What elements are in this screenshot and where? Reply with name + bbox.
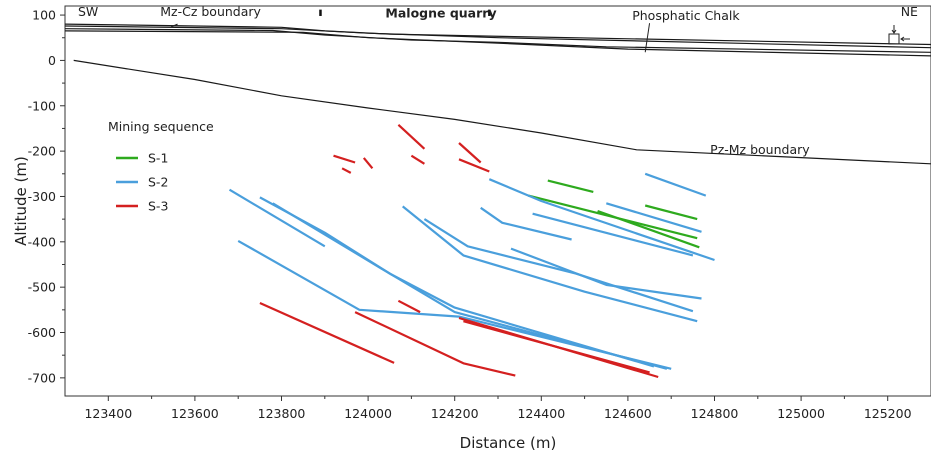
series-segment-s-2 xyxy=(237,239,672,370)
boundary-line xyxy=(64,25,931,49)
legend-label: S-1 xyxy=(148,151,168,166)
x-tick-label: 123600 xyxy=(171,406,219,421)
y-tick-label: -700 xyxy=(28,370,56,385)
series-segment-s-2 xyxy=(272,202,655,368)
y-tick-label: -400 xyxy=(28,234,56,249)
legend: Mining sequence S-1 S-2 S-3 xyxy=(108,119,214,214)
series-segment-s-3 xyxy=(333,154,356,164)
series-segment-s-3 xyxy=(458,142,482,164)
legend-label: S-3 xyxy=(148,199,168,214)
annotation-label: Phosphatic Chalk xyxy=(632,8,740,23)
axis-ticks: 123400 123600 123800 124000 124200 124400 1246… xyxy=(28,8,912,421)
y-tick-label: 100 xyxy=(32,8,56,23)
series-segment-s-3 xyxy=(410,154,425,165)
annotations: SW Mz-Cz boundary Malogne quarry Phosphatic… xyxy=(78,4,918,157)
series-segment-s-2 xyxy=(480,206,572,241)
x-tick-label: 124800 xyxy=(691,406,739,421)
annotation-label: Pz-Mz boundary xyxy=(710,142,810,157)
annotation-label: SW xyxy=(78,4,98,19)
series-segment-s-3 xyxy=(341,167,352,174)
series-segment-s-2 xyxy=(532,212,694,257)
y-tick-label: -100 xyxy=(28,98,56,113)
legend-title: Mining sequence xyxy=(108,119,214,134)
series-segment-s-3 xyxy=(458,158,490,173)
series-segment-s-3 xyxy=(354,311,516,377)
series-segment-s-1 xyxy=(597,209,700,249)
series-segment-s-3 xyxy=(463,320,650,374)
series-segment-s-2 xyxy=(644,172,707,197)
y-tick-label: -200 xyxy=(28,144,56,159)
y-tick-label: -500 xyxy=(28,280,56,295)
boundary-line xyxy=(64,30,931,57)
y-tick-label: -300 xyxy=(28,189,56,204)
annotation-label: Mz-Cz boundary xyxy=(160,4,261,19)
y-tick-label: -600 xyxy=(28,325,56,340)
series-segment-s-2 xyxy=(488,178,715,262)
x-tick-label: 124000 xyxy=(344,406,392,421)
legend-label: S-2 xyxy=(148,175,168,190)
series-segment-s-3 xyxy=(397,299,421,314)
y-tick-label: 0 xyxy=(48,53,56,68)
label-leader xyxy=(170,23,178,28)
quarry-markers xyxy=(319,9,491,16)
series-segment-s-2 xyxy=(402,205,698,323)
y-axis-title: Altitude (m) xyxy=(12,156,30,246)
x-tick-label: 124400 xyxy=(517,406,565,421)
annotation-label: Malogne quarry xyxy=(385,6,496,21)
boundary-lines xyxy=(64,23,931,165)
x-tick-label: 125200 xyxy=(864,406,912,421)
data-series xyxy=(228,123,715,379)
series-segment-s-1 xyxy=(547,179,594,193)
series-segment-s-2 xyxy=(228,188,326,248)
label-leader xyxy=(644,23,651,53)
annotation-label: NE xyxy=(901,4,918,19)
x-tick-label: 124600 xyxy=(604,406,652,421)
series-segment-s-3 xyxy=(362,157,374,170)
ne-direction-symbol xyxy=(888,25,910,45)
x-tick-label: 124200 xyxy=(431,406,479,421)
x-tick-label: 123800 xyxy=(258,406,306,421)
series-segment-s-1 xyxy=(644,204,698,221)
boundary-line xyxy=(73,59,931,165)
series-segment-s-2 xyxy=(605,202,702,233)
plot-frame xyxy=(64,5,931,397)
series-segment-s-2 xyxy=(423,218,694,313)
series-segment-s-3 xyxy=(259,301,395,364)
series-segment-s-3 xyxy=(397,123,426,150)
x-axis-title: Distance (m) xyxy=(460,434,557,452)
x-tick-label: 125000 xyxy=(777,406,825,421)
series-segment-s-2 xyxy=(510,247,702,300)
x-tick-label: 123400 xyxy=(84,406,132,421)
